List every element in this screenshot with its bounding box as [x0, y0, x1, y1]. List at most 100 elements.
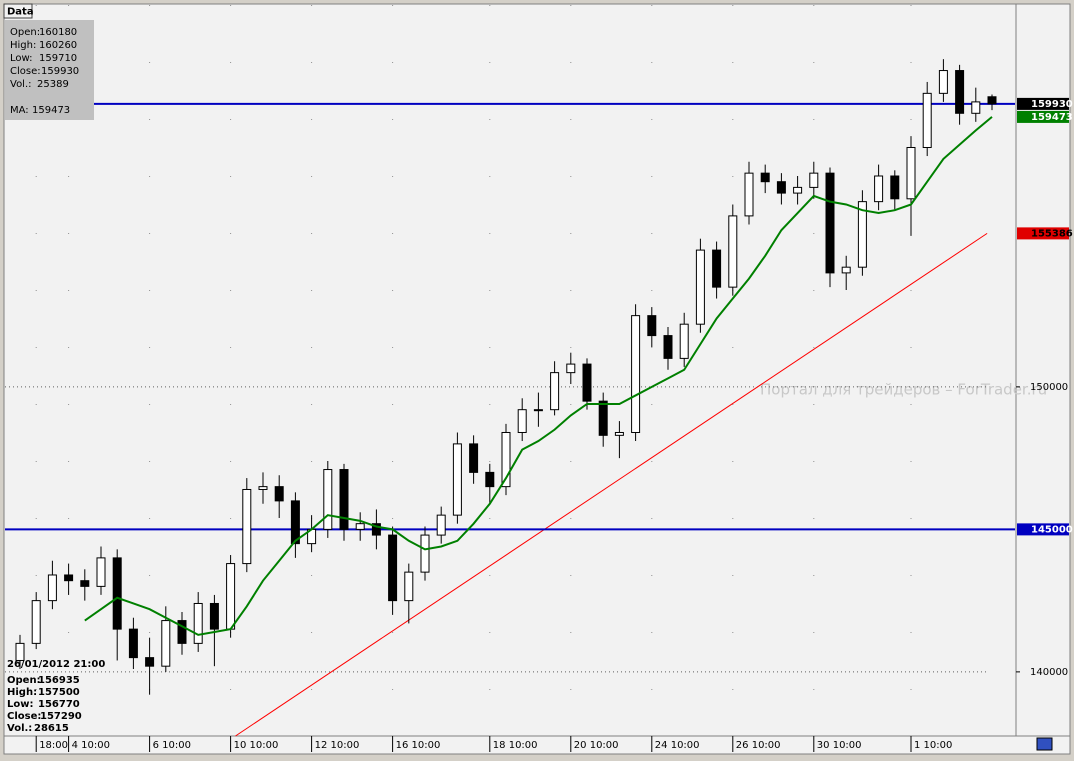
info-label: Vol.:: [10, 79, 32, 90]
hover-label: Close:: [7, 711, 41, 722]
candle-body: [566, 363, 576, 374]
x-tick-label: 26 10:00: [736, 740, 781, 751]
info-label: Open:: [10, 27, 40, 38]
hover-value: 28615: [34, 723, 69, 734]
x-tick-label: 18:00: [39, 740, 68, 751]
x-tick-label: 6 10:00: [153, 740, 191, 751]
x-tick-label: 10 10:00: [234, 740, 279, 751]
price-tag-label: 159473: [1031, 112, 1073, 123]
y-tick-label: 150000: [1030, 382, 1068, 393]
candle-body: [874, 175, 884, 203]
plot: [5, 5, 1015, 737]
candle-body: [469, 443, 479, 473]
candle-body: [631, 315, 641, 433]
candle-body: [355, 523, 365, 530]
candle-body: [663, 335, 673, 359]
candle-body: [339, 469, 349, 530]
info-value: 159473: [32, 105, 70, 116]
candle-body: [485, 471, 495, 488]
price-tag: [1017, 523, 1069, 536]
candle-body: [80, 580, 90, 587]
candle-body: [193, 602, 203, 644]
x-tick-label: 1 10:00: [914, 740, 952, 751]
price-tag-label: 155386: [1031, 228, 1073, 239]
candle-body: [550, 372, 560, 411]
x-tick-label: 12 10:00: [315, 740, 360, 751]
candle-body: [776, 181, 786, 194]
candle-body: [31, 600, 41, 644]
candle-body: [582, 363, 592, 402]
candle-body: [371, 523, 381, 536]
candle-body: [15, 642, 25, 661]
candle-body: [388, 534, 398, 602]
candle-body: [793, 186, 803, 194]
candle-body: [857, 201, 867, 268]
price-tag: [1017, 97, 1069, 110]
hover-value: 157500: [38, 687, 80, 698]
candle-body: [274, 486, 284, 502]
hover-value: 157290: [40, 711, 82, 722]
candle-body: [501, 431, 511, 488]
info-box: [5, 20, 94, 120]
hover-label: Open:: [7, 675, 41, 686]
hover-label: Low:: [7, 699, 33, 710]
corner-button[interactable]: [1036, 737, 1053, 751]
candle-body: [533, 409, 543, 412]
candle-body: [647, 315, 657, 337]
candle-body: [96, 557, 106, 587]
info-label: High:: [10, 40, 36, 51]
time-axis: [3, 735, 1071, 755]
candle-body: [906, 146, 916, 200]
candle-body: [226, 563, 236, 630]
price-tag-label: 159930: [1031, 99, 1073, 110]
y-tick-label: 140000: [1030, 667, 1068, 678]
x-tick-label: 16 10:00: [396, 740, 441, 751]
hover-value: 156770: [38, 699, 80, 710]
tab[interactable]: [3, 3, 33, 19]
candle-body: [64, 574, 74, 582]
candle-body: [841, 266, 851, 274]
hover-value: 156935: [38, 675, 80, 686]
candle-body: [712, 249, 722, 288]
x-tick-label: 30 10:00: [817, 740, 862, 751]
price-tag-label: 145000: [1031, 524, 1073, 535]
candle-body: [436, 514, 446, 536]
price-tag: [1017, 227, 1069, 240]
candle-body: [242, 488, 252, 565]
info-label: Close:: [10, 66, 41, 77]
watermark: Портал для трейдеров – ForTrader.ru: [760, 381, 1047, 399]
candle-body: [209, 602, 219, 630]
candle-body: [258, 486, 268, 490]
candle-body: [971, 101, 981, 114]
ma-line: [84, 116, 993, 636]
candle-body: [290, 500, 300, 545]
candle-body: [404, 571, 414, 602]
candle-body: [955, 70, 965, 114]
candle-body: [987, 96, 997, 105]
candle-body: [890, 175, 900, 200]
x-tick-label: 18 10:00: [493, 740, 538, 751]
candle-body: [47, 574, 57, 602]
hover-label: High:: [7, 687, 37, 698]
info-value: 160180: [39, 27, 77, 38]
info-value: 160260: [39, 40, 77, 51]
hover-label: Vol.:: [7, 723, 32, 734]
info-value: 159710: [39, 53, 77, 64]
tab-label: Data: [7, 7, 34, 18]
candle-body: [744, 172, 754, 217]
candle-body: [128, 628, 138, 659]
info-value: 159930: [41, 66, 79, 77]
candle-body: [517, 409, 527, 433]
candle-body: [760, 172, 770, 183]
candle-body: [452, 443, 462, 516]
price-axis: [1015, 3, 1071, 737]
candle-body: [938, 70, 948, 94]
price-tag: [1017, 110, 1069, 123]
plot-area: [3, 3, 1017, 737]
candle-body: [145, 657, 155, 667]
x-tick-label: 20 10:00: [574, 740, 619, 751]
candle-body: [112, 557, 122, 630]
candle-body: [695, 249, 705, 325]
candle-body: [161, 620, 171, 667]
